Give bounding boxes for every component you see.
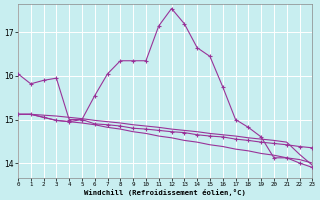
- X-axis label: Windchill (Refroidissement éolien,°C): Windchill (Refroidissement éolien,°C): [84, 189, 246, 196]
